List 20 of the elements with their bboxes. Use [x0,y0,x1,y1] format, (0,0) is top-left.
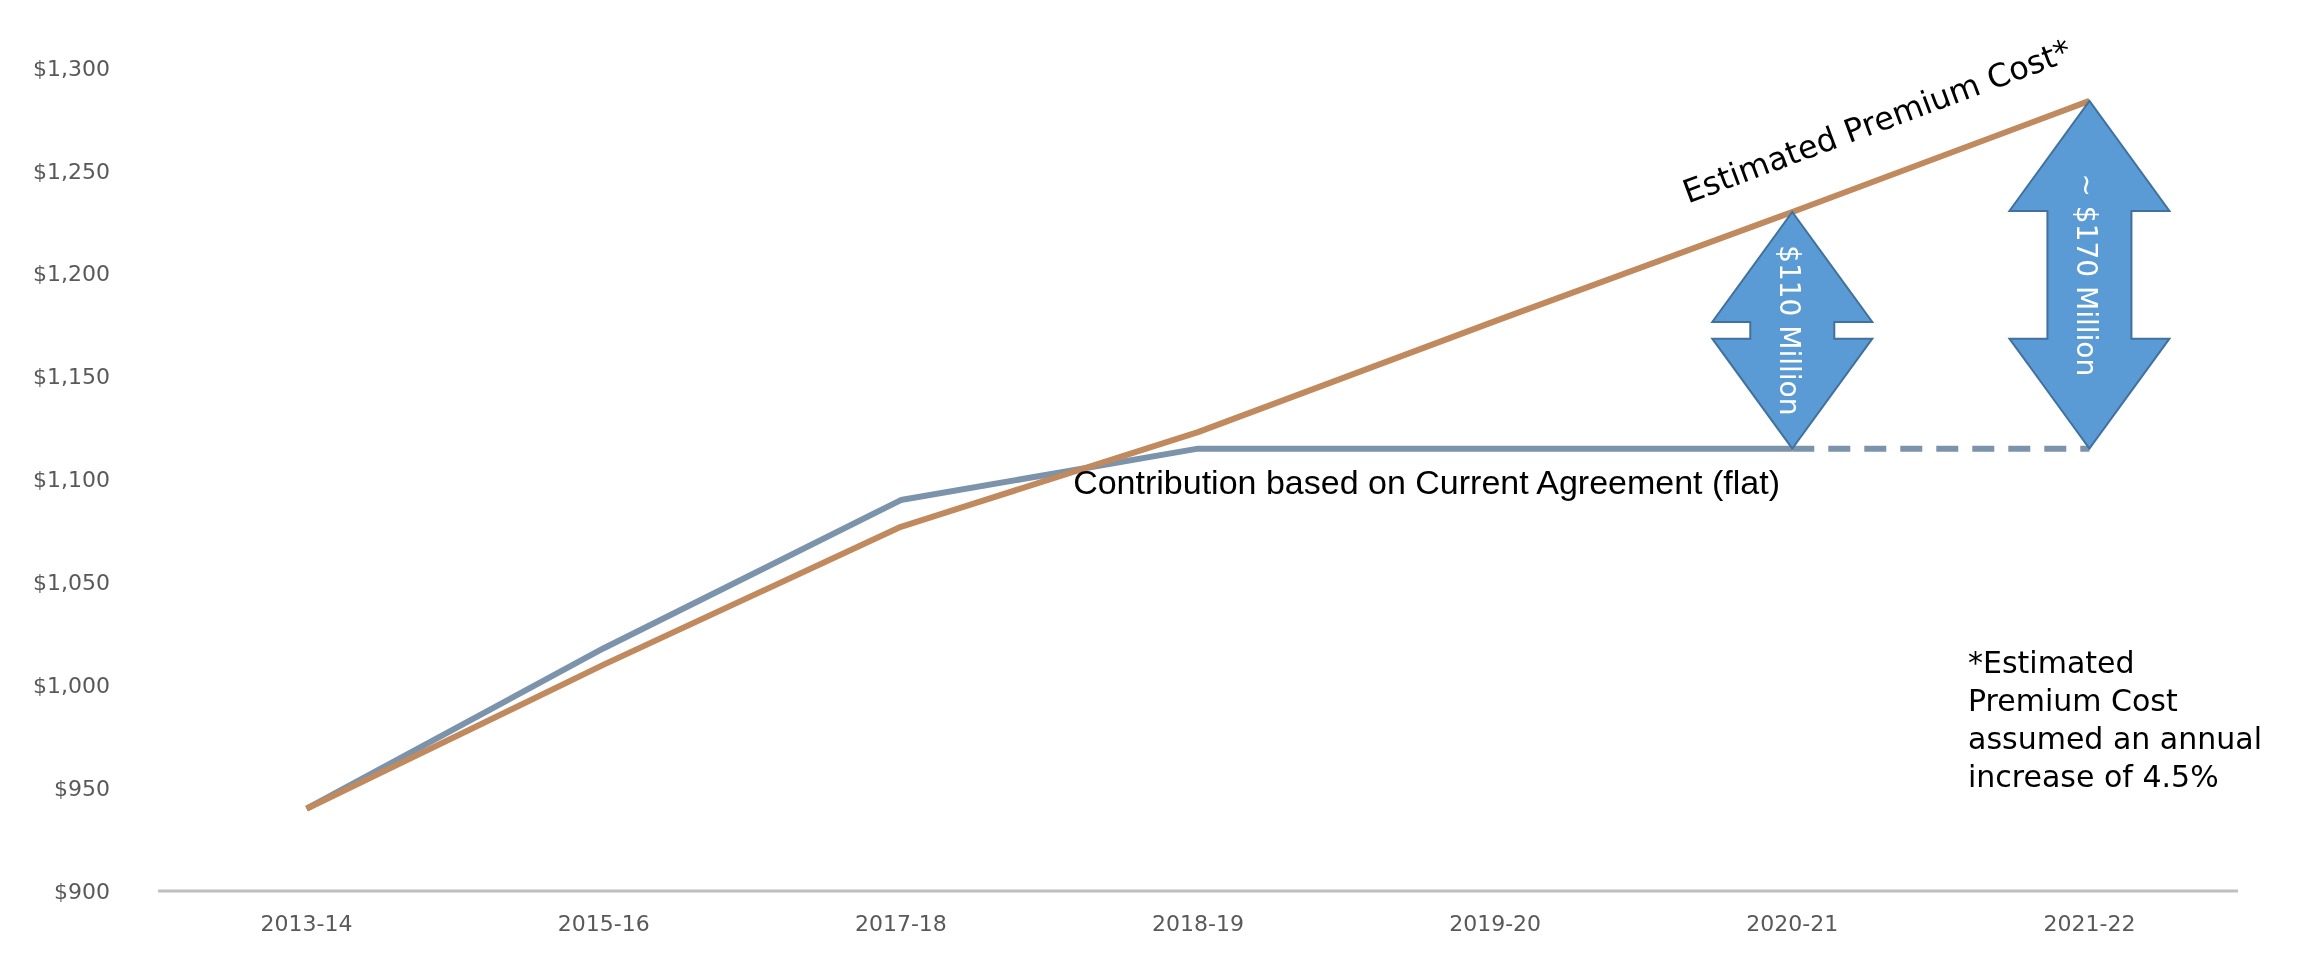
x-tick-label: 2018-19 [1152,911,1244,936]
annotation: *Estimated Premium Cost assumed an annual increase of 4.5% [1968,645,2262,794]
y-tick-label: $1,250 [33,158,110,184]
y-tick-label: $1,300 [33,55,110,81]
y-tick-label: $1,000 [33,672,110,698]
y-tick-label: $1,150 [33,364,110,390]
y-tick-label: $900 [54,878,110,904]
y-tick-label: $950 [54,775,110,801]
annotation: $110 Million [1773,245,1807,416]
x-tick-label: 2015-16 [557,911,650,936]
x-tick-label: 2019-20 [1449,911,1542,936]
x-tick-label: 2021-22 [2043,911,2136,936]
x-tick-label: 2017-18 [854,911,947,936]
y-tick-label: $1,100 [33,467,110,493]
x-tick-label: 2013-14 [260,911,353,936]
y-tick-label: $1,200 [33,261,110,287]
x-tick-label: 2020-21 [1746,911,1839,936]
series-label: Contribution based on Current Agreement (flat) [1073,462,1780,501]
y-tick-label: $1,050 [33,570,110,596]
annotation: ~ $170 Million [2070,173,2104,377]
